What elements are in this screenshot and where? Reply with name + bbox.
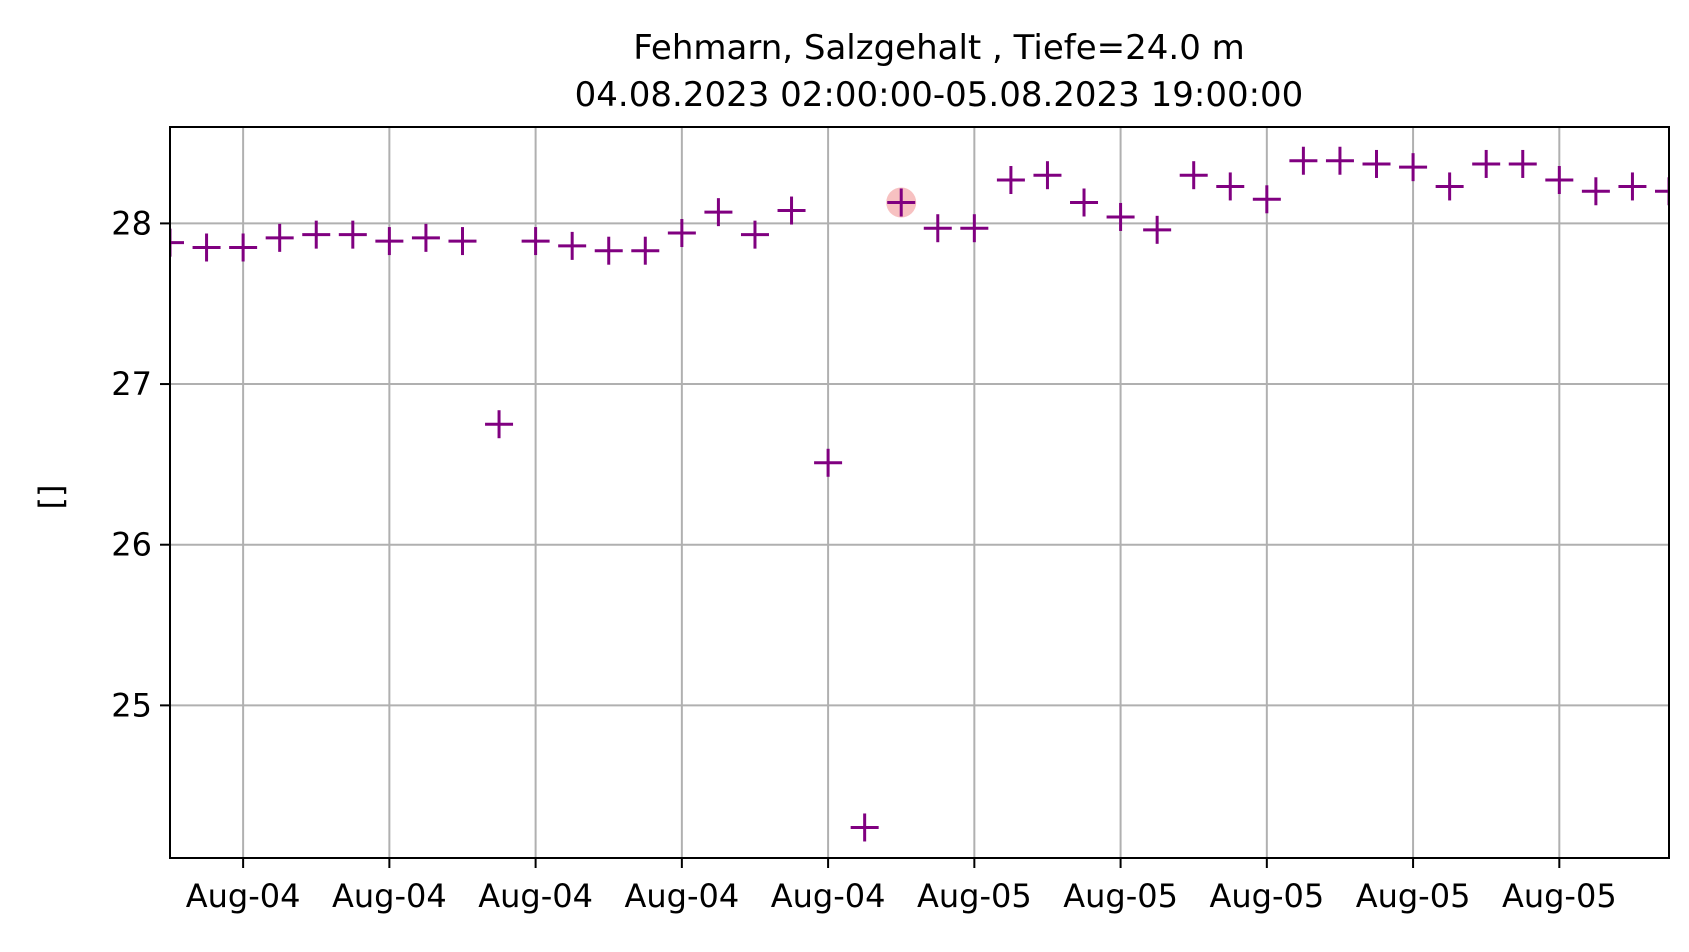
y-tick-label: 27 (111, 365, 152, 403)
data-point (1508, 149, 1537, 178)
data-point (594, 236, 623, 265)
data-point (1655, 177, 1669, 206)
data-point (302, 220, 331, 249)
data-point (558, 231, 587, 260)
data-point (521, 227, 550, 256)
data-point (448, 227, 477, 256)
data-point (338, 220, 367, 249)
data-point (667, 219, 696, 248)
data-point (1106, 202, 1135, 231)
data-point (485, 410, 514, 439)
data-point (1033, 161, 1062, 190)
data-point (375, 227, 404, 256)
data-point (1216, 172, 1245, 201)
data-point (814, 448, 843, 477)
data-point (1070, 188, 1099, 217)
data-point (1179, 161, 1208, 190)
data-point (1581, 177, 1610, 206)
data-point (1252, 185, 1281, 214)
data-point (1545, 166, 1574, 195)
data-point (1472, 149, 1501, 178)
data-point (960, 214, 989, 243)
data-points (170, 146, 1669, 842)
x-tick-label: Aug-05 (917, 877, 1032, 915)
data-point (1143, 215, 1172, 244)
highlighted-data-point (886, 187, 917, 218)
x-tick-label: Aug-05 (1209, 877, 1324, 915)
chart-title: Fehmarn, Salzgehalt , Tiefe=24.0 m (633, 28, 1245, 68)
x-tick-label: Aug-05 (1063, 877, 1178, 915)
data-point (631, 236, 660, 265)
data-point (1325, 146, 1354, 175)
y-tick-label: 25 (111, 686, 152, 724)
data-point (1399, 153, 1428, 182)
data-point (996, 166, 1025, 195)
data-point (923, 214, 952, 243)
x-tick-label: Aug-04 (771, 877, 886, 915)
y-tick-label: 28 (111, 204, 152, 242)
data-point (1362, 149, 1391, 178)
chart-subtitle: 04.08.2023 02:00:00-05.08.2023 19:00:00 (575, 75, 1304, 115)
data-point (229, 233, 258, 262)
data-point (740, 220, 769, 249)
x-tick-label: Aug-04 (478, 877, 593, 915)
data-point (411, 223, 440, 252)
y-axis-label: [] (32, 485, 70, 510)
data-point (1289, 146, 1318, 175)
y-tick-label: 26 (111, 526, 152, 564)
plot-area-frame (169, 126, 1670, 859)
x-tick-label: Aug-04 (624, 877, 739, 915)
data-point (850, 813, 879, 842)
data-point (777, 196, 806, 225)
data-point (1435, 172, 1464, 201)
x-tick-label: Aug-05 (1356, 877, 1471, 915)
data-point (1618, 172, 1647, 201)
data-point (704, 198, 733, 227)
x-tick-label: Aug-05 (1502, 877, 1617, 915)
data-point (192, 233, 221, 262)
data-point (170, 228, 184, 257)
axis-ticks: 25 26 27 28 Aug-04 Aug-04 Aug-04 Aug-04 Aug-04 Au… (111, 204, 1616, 915)
data-point (265, 223, 294, 252)
x-tick-label: Aug-04 (332, 877, 447, 915)
x-tick-label: Aug-04 (186, 877, 301, 915)
